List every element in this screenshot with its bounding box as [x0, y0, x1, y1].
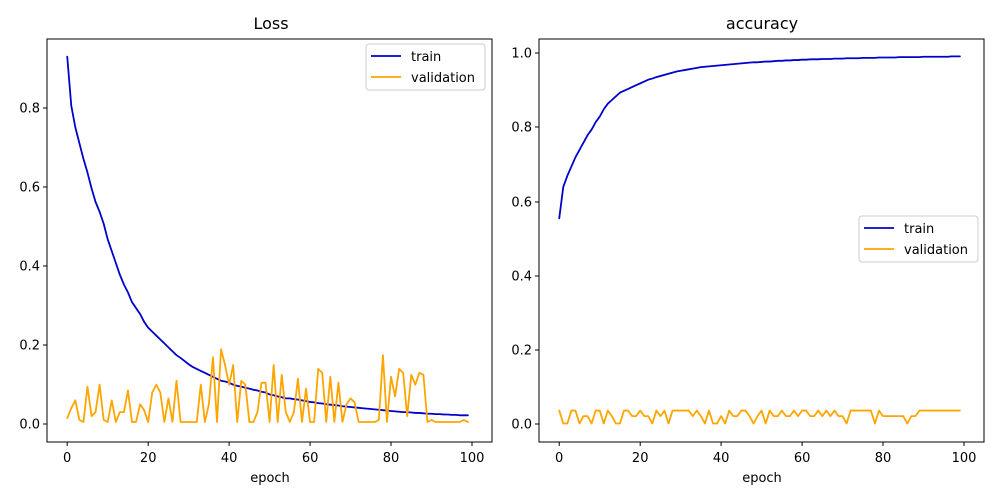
- loss-chart: Loss 0 20 40 60 80 100 0.0 0.2 0.4 0.6: [19, 14, 493, 486]
- accuracy-ytick-label: 0.2: [511, 344, 532, 359]
- accuracy-ytick-label: 0.0: [511, 418, 532, 433]
- loss-xtick-label: 0: [63, 451, 71, 466]
- accuracy-xtick-label: 100: [952, 451, 977, 466]
- accuracy-xtick-label: 0: [555, 451, 563, 466]
- accuracy-ytick-label: 0.8: [511, 121, 532, 136]
- loss-ytick-label: 0.6: [19, 181, 40, 196]
- loss-legend: train validation: [365, 43, 486, 91]
- loss-x-axis-label: epoch: [250, 471, 290, 486]
- loss-ytick-label: 0.4: [19, 260, 40, 275]
- accuracy-ytick-label: 0.4: [511, 270, 532, 285]
- accuracy-ytick-label: 0.6: [511, 196, 532, 211]
- loss-legend-label-train: train: [411, 50, 441, 65]
- loss-xtick-label: 60: [302, 451, 319, 466]
- accuracy-legend-label-train: train: [904, 222, 934, 237]
- accuracy-xtick-label: 60: [794, 451, 811, 466]
- accuracy-y-ticks: 0.0 0.2 0.4 0.6 0.8 1.0: [511, 47, 539, 433]
- loss-y-ticks: 0.0 0.2 0.4 0.6 0.8: [19, 102, 47, 433]
- accuracy-legend-label-validation: validation: [904, 243, 968, 258]
- loss-ytick-label: 0.8: [19, 102, 40, 117]
- accuracy-plot-frame: [538, 38, 985, 443]
- accuracy-chart-title: accuracy: [726, 14, 798, 33]
- loss-series-train-line: [66, 55, 469, 417]
- loss-plot-frame: [46, 38, 493, 443]
- loss-xtick-label: 80: [383, 451, 400, 466]
- loss-legend-label-validation: validation: [411, 71, 475, 86]
- accuracy-series-validation-line: [558, 409, 961, 425]
- accuracy-series-train-line: [558, 55, 961, 220]
- loss-x-ticks: 0 20 40 60 80 100: [63, 442, 484, 466]
- accuracy-x-axis-label: epoch: [742, 471, 782, 486]
- loss-xtick-label: 100: [460, 451, 485, 466]
- loss-series-layer: [66, 55, 469, 423]
- loss-series-validation-line: [66, 348, 469, 423]
- accuracy-legend: train validation: [858, 215, 979, 263]
- accuracy-xtick-label: 80: [875, 451, 892, 466]
- accuracy-xtick-label: 20: [632, 451, 649, 466]
- accuracy-series-layer: [558, 55, 961, 425]
- loss-chart-title: Loss: [253, 14, 288, 33]
- loss-xtick-label: 40: [221, 451, 238, 466]
- loss-ytick-label: 0.0: [19, 418, 40, 433]
- accuracy-ytick-label: 1.0: [511, 47, 532, 62]
- accuracy-x-ticks: 0 20 40 60 80 100: [555, 442, 976, 466]
- accuracy-xtick-label: 40: [713, 451, 730, 466]
- loss-xtick-label: 20: [140, 451, 157, 466]
- accuracy-chart: accuracy 0 20 40 60 80 100 0.0 0.2 0.4 0…: [511, 14, 985, 486]
- loss-ytick-label: 0.2: [19, 339, 40, 354]
